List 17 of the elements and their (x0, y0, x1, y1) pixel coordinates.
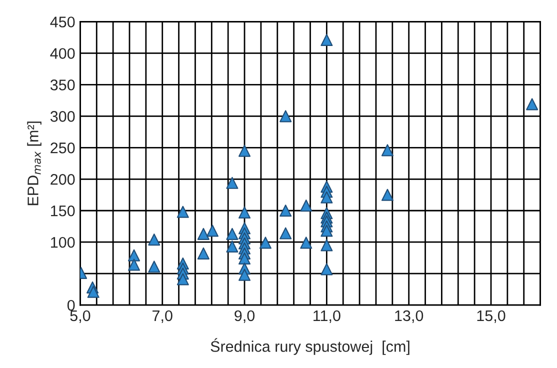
y-tick-label: 0 (67, 300, 75, 311)
x-tick-label: 13,0 (395, 310, 424, 323)
x-tick-label: 7,0 (152, 310, 172, 323)
y-tick-label: 100 (51, 236, 75, 248)
y-tick-label: 200 (50, 174, 75, 185)
x-tick-label: 5,0 (70, 310, 90, 323)
x-axis-title: Średnica rury spustowej [cm] (210, 338, 410, 355)
x-tick-label: 9,0 (234, 310, 255, 323)
y-axis-title: EPD$_{max}$ [m²] (27, 122, 42, 206)
y-tick-label: 400 (50, 48, 75, 59)
y-tick-label: 150 (51, 205, 75, 216)
y-tick-label: 350 (50, 80, 75, 90)
y-tick-label: 250 (50, 142, 75, 154)
x-tick-label: 15,0 (477, 310, 506, 323)
y-tick-label: 450 (50, 16, 75, 28)
x-tick-label: 11,0 (314, 310, 340, 323)
y-tick-label: 300 (50, 111, 75, 122)
